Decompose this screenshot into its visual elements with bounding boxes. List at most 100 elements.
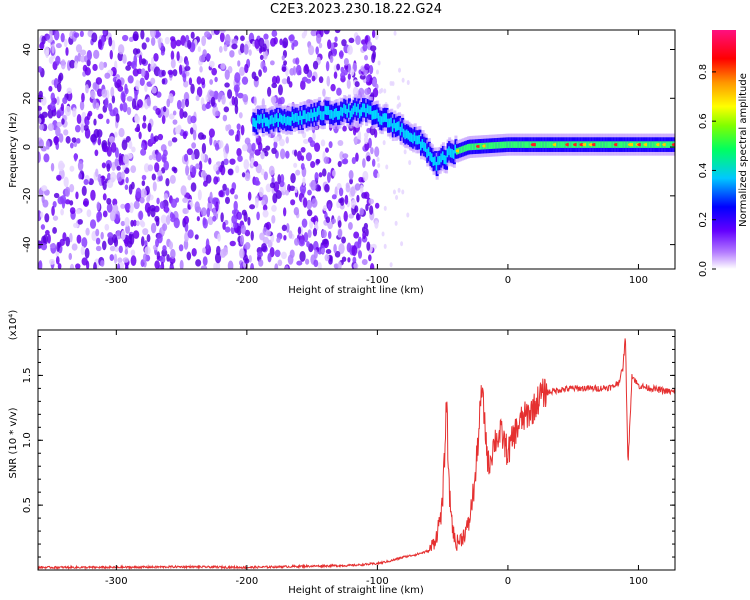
spectrogram-noise-cell [237, 92, 244, 99]
spectrogram-noise-cell [368, 254, 372, 262]
spectrogram-noise-cell [143, 102, 148, 108]
spectrogram-noise-cell [267, 86, 272, 97]
spectrogram-signal-core [622, 141, 626, 148]
spectrogram-signal-core [387, 118, 391, 128]
spectrogram-noise-cell [364, 141, 370, 151]
spectrogram-noise-cell [325, 61, 330, 72]
spectrogram-noise-cell [291, 42, 295, 51]
spectrogram-noise-cell [213, 164, 219, 172]
spectrogram-noise-cell [81, 92, 85, 103]
spectrogram-noise-cell [159, 254, 166, 264]
spectrogram-noise-cell [403, 149, 407, 155]
spectrogram-noise-cell [318, 76, 324, 84]
spectrogram-noise-cell [150, 77, 156, 85]
spectrogram-noise-cell [209, 90, 215, 97]
spectrogram-noise-cell [90, 189, 96, 201]
spectrogram-signal-core [349, 110, 353, 120]
spectrogram-noise-cell [96, 201, 101, 211]
spectrogram-noise-cell [190, 31, 195, 39]
spectrogram-noise-cell [249, 204, 256, 210]
spectrogram-signal-core [322, 111, 326, 120]
spectrogram-noise-cell [150, 133, 154, 144]
spectrogram-noise-cell [154, 162, 160, 173]
spectrogram-noise-cell [316, 33, 322, 44]
spectrogram-noise-cell [124, 203, 131, 211]
spectrogram-noise-cell [38, 260, 43, 269]
spectrogram-noise-cell [358, 176, 364, 183]
spectrogram-signal-core [540, 141, 544, 148]
spectrogram-noise-cell [229, 240, 236, 247]
spectrogram-noise-cell [114, 131, 118, 138]
spectrogram-signal-core [372, 110, 376, 120]
spectrogram-noise-cell [227, 124, 232, 131]
spectrogram-noise-cell [218, 46, 223, 53]
spectrogram-noise-cell [100, 260, 105, 267]
spectrogram-noise-cell [288, 34, 295, 42]
spectrogram-noise-cell [307, 45, 315, 56]
spectrogram-noise-cell [201, 170, 206, 178]
spectrogram-noise-cell [95, 168, 99, 178]
spectrogram-noise-cell [289, 185, 296, 192]
spectrogram-noise-cell [184, 98, 190, 108]
spectrogram-noise-cell [155, 152, 162, 163]
spectrogram-noise-cell [58, 133, 64, 143]
spectrogram-noise-cell [248, 49, 252, 56]
spectrogram-noise-cell [43, 46, 50, 56]
spectrogram-noise-cell [138, 54, 143, 66]
spectrogram-noise-cell [277, 259, 283, 267]
spectrogram-noise-cell [283, 207, 287, 217]
spectrogram-noise-cell [217, 233, 221, 242]
spectrogram-noise-cell [53, 30, 60, 41]
spectrogram-signal-core [258, 115, 262, 125]
spectrogram-noise-cell [313, 259, 319, 268]
spectrogram-noise-cell [247, 191, 252, 201]
spectrogram-noise-cell [141, 58, 147, 65]
spectrogram-noise-cell [83, 124, 89, 131]
spectrogram-noise-cell [189, 127, 194, 135]
spectrogram-noise-cell [83, 198, 90, 207]
spectrogram-noise-cell [136, 220, 140, 227]
spectrogram-signal-core [604, 141, 608, 148]
spectrogram-noise-cell [297, 150, 302, 162]
spectrogram-noise-cell [372, 87, 379, 98]
spectrogram-noise-cell [307, 189, 312, 196]
spectrogram-signal-core [507, 141, 511, 148]
spectrogram-y-tick-label: -20 [22, 188, 33, 204]
spectrogram-noise-cell [235, 134, 239, 142]
spectrogram-noise-cell [396, 95, 400, 101]
spectrogram-signal-core [257, 114, 261, 124]
spectrogram-noise-cell [120, 230, 126, 241]
spectrogram-noise-cell [185, 59, 189, 67]
spectrogram-signal-core [520, 141, 524, 148]
spectrogram-signal-core [253, 118, 257, 128]
spectrogram-noise-cell [393, 30, 397, 36]
spectrogram-signal-core [343, 104, 347, 113]
spectrogram-noise-cell [56, 121, 63, 128]
spectrogram-signal-core [521, 141, 525, 148]
spectrogram-noise-cell [250, 230, 254, 241]
spectrogram-noise-cell [86, 49, 92, 61]
spectrogram-noise-cell [93, 49, 100, 60]
spectrogram-noise-cell [40, 211, 44, 219]
spectrogram-noise-cell [285, 150, 290, 159]
spectrogram-signal-core [318, 106, 322, 115]
spectrogram-noise-cell [173, 217, 180, 229]
spectrogram-signal-core [501, 141, 505, 149]
spectrogram-noise-cell [257, 141, 263, 152]
spectrogram-noise-cell [235, 86, 239, 97]
spectrogram-noise-cell [103, 145, 109, 153]
spectrogram-noise-cell [38, 66, 43, 73]
spectrogram-noise-cell [150, 208, 156, 218]
spectrogram-noise-cell [206, 53, 211, 60]
spectrogram-noise-cell [277, 84, 283, 96]
spectrogram-x-tick-label: -300 [105, 275, 128, 286]
spectrogram-noise-cell [348, 37, 355, 44]
spectrogram-signal-core [355, 106, 359, 116]
spectrogram-signal-core [462, 145, 466, 153]
spectrogram-noise-cell [106, 163, 111, 172]
spectrogram-signal-core [274, 114, 278, 124]
spectrogram-signal-core [419, 141, 423, 151]
spectrogram-signal-core [485, 142, 489, 150]
spectrogram-noise-cell [284, 265, 289, 269]
